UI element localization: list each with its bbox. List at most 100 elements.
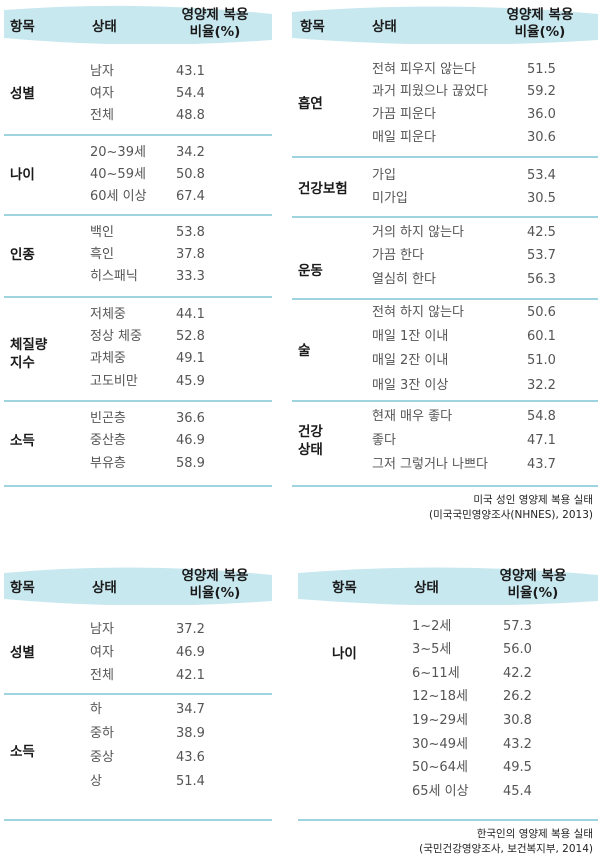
table-row: 3~5세 56.0 xyxy=(412,642,532,657)
kr-table-right: 항목 상태 영양제 복용 비율(%) 나이 1~2세 57.3 3~5세 56.0 … xyxy=(298,565,598,825)
row-separator xyxy=(4,400,272,402)
table-row: 전체 42.1 xyxy=(90,668,205,683)
table-row: 빈곤층 36.6 xyxy=(90,411,205,426)
row-separator xyxy=(4,214,272,216)
category-label: 운동 xyxy=(298,263,323,279)
category-label: 흡연 xyxy=(298,96,323,112)
source-reference: (미국국민영양조사(NHNES), 2013) xyxy=(429,509,593,521)
table-row: 좋다 47.1 xyxy=(372,433,556,448)
header-band xyxy=(292,6,598,44)
header-band xyxy=(4,567,272,605)
table-row: 남자 37.2 xyxy=(90,622,205,637)
group-health-status: 건강 상태 현재 매우 좋다 54.8 좋다 47.1 그저 그렇거나 나쁘다 43.… xyxy=(292,404,598,484)
group-bmi: 체질량 지수 저체중 44.1 정상 체중 52.8 과체중 49.1 고도비만 45.… xyxy=(4,300,272,398)
group-exercise: 운동 거의 하지 않는다 42.5 가끔 한다 53.7 열심히 한다 56.3 xyxy=(292,220,598,298)
header-rate-line1: 영양제 복용 xyxy=(181,7,249,23)
row-separator xyxy=(292,298,598,300)
row-separator xyxy=(292,400,598,402)
category-label: 성별 xyxy=(10,645,35,661)
header-rate-line1: 영양제 복용 xyxy=(499,568,567,584)
table-row: 하 34.7 xyxy=(90,702,205,717)
us-table-left: 항목 상태 영양제 복용 비율(%) 성별 남자 43.1 여자 54.4 전체 48… xyxy=(4,4,272,489)
table-row: 상 51.4 xyxy=(90,774,205,789)
category-label: 체질량 지수 xyxy=(10,337,48,371)
table-row: 백인 53.8 xyxy=(90,225,205,240)
category-label: 소득 xyxy=(10,433,35,449)
header-band xyxy=(298,567,598,605)
table-row: 전혀 피우지 않는다 51.5 xyxy=(372,62,556,77)
table-row: 60세 이상 67.4 xyxy=(90,189,205,204)
table-row: 그저 그렇거나 나쁘다 43.7 xyxy=(372,457,556,472)
category-label: 인종 xyxy=(10,247,35,263)
table-header: 항목 상태 영양제 복용 비율(%) xyxy=(292,4,598,44)
table-row: 중하 38.9 xyxy=(90,726,205,741)
table-row: 12~18세 26.2 xyxy=(412,689,532,704)
header-item: 항목 xyxy=(10,19,35,35)
header-status: 상태 xyxy=(92,580,117,596)
table-row: 매일 1잔 이내 60.1 xyxy=(372,329,556,344)
table-row: 저체중 44.1 xyxy=(90,307,205,322)
group-alcohol: 술 전혀 하지 않는다 50.6 매일 1잔 이내 60.1 매일 2잔 이내 51.… xyxy=(292,302,598,400)
table-row: 50~64세 49.5 xyxy=(412,760,532,775)
row-separator xyxy=(4,296,272,298)
category-label: 성별 xyxy=(10,86,35,102)
source-title: 한국인의 영양제 복용 실태 xyxy=(476,828,593,840)
table-row: 열심히 한다 56.3 xyxy=(372,272,556,287)
header-rate-line2: 비율(%) xyxy=(514,24,566,40)
table-row: 현재 매우 좋다 54.8 xyxy=(372,409,556,424)
table-row: 중산층 46.9 xyxy=(90,433,205,448)
kr-source-caption: 한국인의 영양제 복용 실태 (국민건강영양조사, 보건복지부, 2014) xyxy=(419,827,593,857)
header-rate-line1: 영양제 복용 xyxy=(181,568,249,584)
header-rate: 영양제 복용 비율(%) xyxy=(160,568,270,602)
table-row: 전체 48.8 xyxy=(90,108,205,123)
table-row: 가입 53.4 xyxy=(372,168,556,183)
table-bottom-border xyxy=(4,819,272,821)
us-table-right: 항목 상태 영양제 복용 비율(%) 흡연 전혀 피우지 않는다 51.5 과거 … xyxy=(292,4,598,489)
row-separator xyxy=(292,216,598,218)
table-bottom-border xyxy=(298,819,598,821)
table-row: 부유층 58.9 xyxy=(90,456,205,471)
table-row: 미가입 30.5 xyxy=(372,191,556,206)
group-gender: 성별 남자 43.1 여자 54.4 전체 48.8 xyxy=(4,56,272,132)
table-row: 중상 43.6 xyxy=(90,750,205,765)
header-status: 상태 xyxy=(414,580,439,596)
table-row: 1~2세 57.3 xyxy=(412,619,532,634)
header-rate: 영양제 복용 비율(%) xyxy=(478,568,588,602)
group-age: 나이 1~2세 57.3 3~5세 56.0 6~11세 42.2 12~18세 26.… xyxy=(298,615,598,811)
table-row: 6~11세 42.2 xyxy=(412,666,532,681)
table-row: 정상 체중 52.8 xyxy=(90,329,205,344)
header-rate-line1: 영양제 복용 xyxy=(506,7,574,23)
table-row: 20~39세 34.2 xyxy=(90,145,205,160)
header-rate: 영양제 복용 비율(%) xyxy=(488,7,592,41)
group-age: 나이 20~39세 34.2 40~59세 50.8 60세 이상 67.4 xyxy=(4,138,272,214)
header-rate-line2: 비율(%) xyxy=(189,24,241,40)
table-row: 가끔 한다 53.7 xyxy=(372,248,556,263)
group-income: 소득 하 34.7 중하 38.9 중상 43.6 상 51.4 xyxy=(4,697,272,797)
us-source-caption: 미국 성인 영양제 복용 실태 (미국국민영양조사(NHNES), 2013) xyxy=(429,493,593,523)
table-row: 전혀 하지 않는다 50.6 xyxy=(372,305,556,320)
table-row: 고도비만 45.9 xyxy=(90,374,205,389)
source-title: 미국 성인 영양제 복용 실태 xyxy=(473,494,593,506)
table-row: 65세 이상 45.4 xyxy=(412,784,532,799)
table-row: 매일 피운다 30.6 xyxy=(372,130,556,145)
table-row: 과체중 49.1 xyxy=(90,351,205,366)
header-status: 상태 xyxy=(92,19,117,35)
row-separator xyxy=(4,693,272,695)
group-income: 소득 빈곤층 36.6 중산층 46.9 부유층 58.9 xyxy=(4,404,272,482)
source-reference: (국민건강영양조사, 보건복지부, 2014) xyxy=(419,843,593,855)
header-status: 상태 xyxy=(372,19,397,35)
table-bottom-border xyxy=(292,485,598,487)
header-rate: 영양제 복용 비율(%) xyxy=(160,7,270,41)
row-separator xyxy=(4,134,272,136)
header-band xyxy=(4,5,272,44)
table-row: 30~49세 43.2 xyxy=(412,737,532,752)
table-row: 거의 하지 않는다 42.5 xyxy=(372,225,556,240)
category-label: 소득 xyxy=(10,744,35,760)
row-separator xyxy=(292,156,598,158)
header-item: 항목 xyxy=(10,580,35,596)
category-label: 건강 상태 xyxy=(298,424,323,458)
category-label: 나이 xyxy=(332,646,357,662)
table-row: 19~29세 30.8 xyxy=(412,713,532,728)
table-bottom-border xyxy=(4,485,272,487)
category-label: 술 xyxy=(298,343,311,359)
